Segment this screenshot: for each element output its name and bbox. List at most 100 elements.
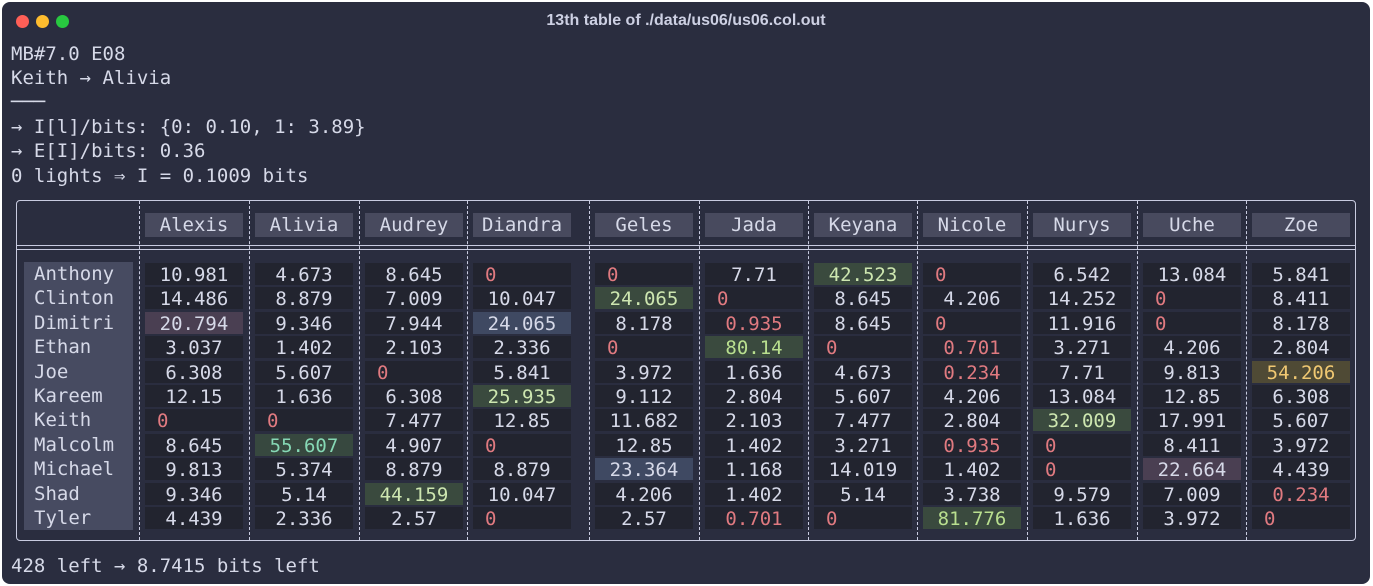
table-cell: 24.065 [595,287,693,310]
table-cell: 9.813 [1143,360,1241,384]
row-label-joe: Joe [24,359,133,384]
table-cell: 5.14 [255,482,353,506]
table-cell: 4.907 [365,433,463,457]
table-cell: 1.402 [705,433,803,457]
table-cell: 8.178 [595,311,693,335]
info-line-1: MB#7.0 E08 [11,43,126,65]
table-cell: 0 [365,360,463,384]
table-cell: 2.336 [255,507,353,530]
column-separator [139,201,140,540]
table-cell: 12.85 [1143,385,1241,408]
column-separator [1246,201,1247,540]
table-cell: 4.206 [923,385,1021,408]
maximize-button[interactable] [56,15,69,28]
column-separator [808,201,809,540]
column-header-nurys: Nurys [1033,213,1131,237]
table-cell: 5.374 [255,458,353,481]
column-separator [467,201,468,540]
column-header-alivia: Alivia [255,213,353,237]
table-cell: 13.084 [1143,263,1241,286]
table-cell: 9.579 [1033,482,1131,506]
table-cell: 0 [595,263,693,286]
table-cell: 23.364 [595,458,693,481]
table-cell: 0 [923,263,1021,286]
table-cell: 8.645 [814,311,912,335]
table-cell: 0 [473,507,571,530]
column-header-zoe: Zoe [1252,213,1350,237]
info-line-5: → E[I]/bits: 0.36 [11,140,206,162]
row-label-keith: Keith [24,408,133,433]
table-cell: 2.804 [1252,336,1350,359]
column-header-audrey: Audrey [365,213,463,237]
table-cell: 12.85 [473,409,571,432]
table-cell: 7.009 [365,287,463,310]
row-label-dimitri: Dimitri [24,310,133,336]
table-cell: 11.916 [1033,311,1131,335]
table-cell: 3.271 [814,433,912,457]
column-separator [1137,201,1138,540]
table-cell: 8.879 [365,458,463,481]
table-cell: 8.645 [365,263,463,286]
table-cell: 5.607 [814,385,912,408]
table-cell: 7.477 [365,409,463,432]
table-cell: 10.047 [473,287,571,310]
table-cell: 22.664 [1143,458,1241,481]
table-cell: 4.673 [814,360,912,384]
table-cell: 0 [1033,433,1131,457]
table-cell: 44.159 [365,482,463,506]
table-cell: 9.813 [145,458,243,481]
table-cell: 0 [814,507,912,530]
table-cell: 0.935 [923,433,1021,457]
table-cell: 24.065 [473,311,571,335]
minimize-button[interactable] [36,15,49,28]
table-cell: 2.103 [365,336,463,359]
table-cell: 80.14 [705,336,803,359]
info-line-6: 0 lights ⇒ I = 0.1009 bits [11,165,309,187]
table-cell: 1.636 [705,360,803,384]
table-cell: 2.804 [923,409,1021,432]
column-separator [699,201,700,540]
table-cell: 11.682 [595,409,693,432]
row-label-shad: Shad [24,481,133,506]
table-cell: 9.346 [255,311,353,335]
table-cell: 6.308 [365,385,463,408]
row-label-michael: Michael [24,457,133,482]
table-cell: 0 [1143,287,1241,310]
info-line-2: Keith → Alivia [11,67,172,89]
table-cell: 3.271 [1033,336,1131,359]
table-cell: 14.486 [145,287,243,310]
table-cell: 32.009 [1033,409,1131,432]
table-cell: 0 [473,263,571,286]
table-cell: 8.645 [145,433,243,457]
column-header-keyana: Keyana [814,213,912,237]
table-cell: 1.402 [705,482,803,506]
table-cell: 2.57 [365,507,463,530]
table-cell: 2.336 [473,336,571,359]
table-cell: 7.009 [1143,482,1241,506]
table-cell: 3.738 [923,482,1021,506]
table-cell: 4.206 [595,482,693,506]
table-cell: 7.71 [1033,360,1131,384]
column-header-diandra: Diandra [473,213,571,237]
row-label-kareem: Kareem [24,384,133,409]
table-cell: 4.206 [923,287,1021,310]
table-cell: 0 [705,287,803,310]
table-cell: 8.879 [255,287,353,310]
table-cell: 0.234 [923,360,1021,384]
table-cell: 1.402 [255,336,353,359]
table-cell: 14.019 [814,458,912,481]
footer-status: 428 left → 8.7415 bits left [11,555,320,577]
table-cell: 42.523 [814,263,912,286]
table-cell: 10.047 [473,482,571,506]
row-label-tyler: Tyler [24,506,133,531]
close-button[interactable] [16,15,29,28]
table-cell: 7.71 [705,263,803,286]
column-separator [917,201,918,540]
table-cell: 2.57 [595,507,693,530]
table-cell: 4.206 [1143,336,1241,359]
title-bar: 13th table of ./data/us06/us06.col.out [2,2,1370,40]
table-cell: 7.477 [814,409,912,432]
column-separator [359,201,360,540]
table-cell: 14.252 [1033,287,1131,310]
table-cell: 4.439 [1252,458,1350,481]
